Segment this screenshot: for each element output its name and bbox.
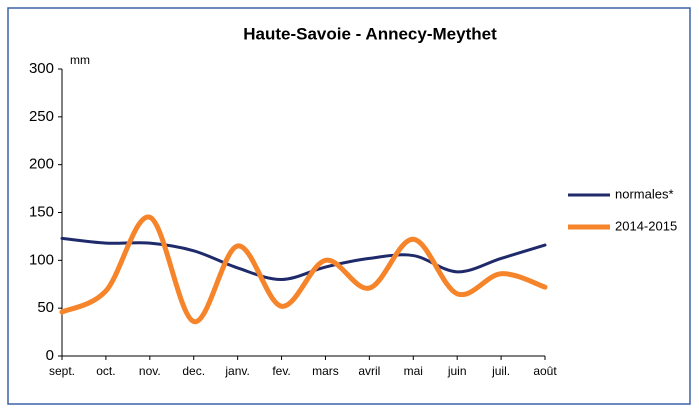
- y-tick-label: 100: [29, 251, 54, 268]
- x-tick-label: mars: [312, 364, 339, 378]
- x-tick-label: avril: [358, 364, 380, 378]
- y-tick-label: 300: [29, 60, 54, 77]
- x-tick-label: nov.: [139, 364, 161, 378]
- chart-title: Haute-Savoie - Annecy-Meythet: [243, 24, 497, 43]
- line-series: [59, 214, 548, 325]
- x-tick-label: mai: [404, 364, 423, 378]
- x-tick-label: août: [533, 364, 557, 378]
- legend-label: 2014-2015: [615, 218, 677, 233]
- y-tick-label: 200: [29, 156, 54, 173]
- x-tick-label: sept.: [49, 364, 75, 378]
- line-series: [60, 236, 547, 281]
- x-tick-label: fev.: [272, 364, 290, 378]
- y-tick-label: 150: [29, 203, 54, 220]
- y-tick-label: 0: [46, 347, 54, 364]
- y-tick-label: 250: [29, 108, 54, 125]
- legend-label: normales*: [615, 186, 674, 201]
- y-axis-label: mm: [70, 53, 90, 67]
- x-tick-label: juil.: [491, 364, 510, 378]
- y-tick-label: 50: [37, 299, 54, 316]
- x-tick-label: dec.: [182, 364, 205, 378]
- x-tick-label: juin: [447, 364, 467, 378]
- x-tick-label: oct.: [96, 364, 115, 378]
- frame: [7, 7, 691, 405]
- x-tick-label: janv.: [224, 364, 249, 378]
